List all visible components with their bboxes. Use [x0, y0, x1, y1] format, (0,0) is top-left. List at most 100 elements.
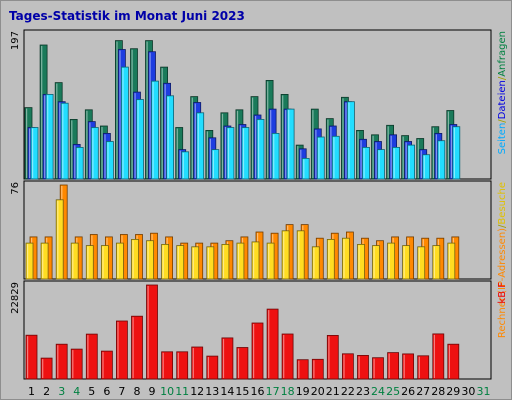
bar-highlight	[297, 146, 299, 178]
x-tick-label-5: 5	[88, 385, 95, 398]
bar-kbytes-kb-f-day-11	[176, 351, 189, 380]
bar-highlight	[450, 125, 452, 178]
x-tick-label-7: 7	[118, 385, 125, 398]
bar-highlight	[328, 336, 330, 378]
bar-highlight	[194, 103, 196, 178]
bar-highlight	[258, 120, 260, 178]
bar-requests-seiten-day-16	[256, 119, 265, 180]
bar-highlight	[86, 110, 88, 178]
bar-highlight	[57, 200, 59, 278]
bar-kbytes-kb-f-day-12	[191, 346, 204, 380]
bar-highlight	[343, 239, 345, 278]
bar-kbytes-kb-f-day-1	[25, 334, 38, 380]
bar-highlight	[192, 247, 194, 278]
bar-highlight	[345, 102, 347, 178]
bar-highlight	[147, 286, 149, 378]
bar-highlight	[77, 148, 79, 178]
bar-highlight	[282, 95, 284, 178]
bar-highlight	[146, 41, 148, 178]
bar-highlight	[360, 140, 362, 178]
bar-requests-seiten-day-4	[75, 146, 84, 180]
bar-visits-besuche-day-25	[387, 242, 396, 280]
bar-kbytes-kb-f-day-8	[131, 315, 143, 380]
bar-requests-seiten-day-21	[331, 135, 340, 180]
x-tick-label-31: 31	[477, 385, 491, 398]
bar-requests-seiten-day-5	[90, 127, 99, 180]
bar-visits-besuche-day-6	[101, 245, 109, 280]
bar-visits-besuche-day-4	[70, 242, 79, 280]
bar-highlight	[375, 142, 377, 178]
bar-highlight	[418, 247, 420, 278]
bar-requests-seiten-day-2	[45, 94, 54, 180]
bar-highlight	[132, 240, 134, 278]
bar-visits-besuche-day-26	[402, 245, 411, 280]
x-tick-label-2: 2	[43, 385, 50, 398]
bar-highlight	[44, 95, 46, 178]
bar-kbytes-kb-f-day-10	[161, 351, 174, 380]
bar-highlight	[122, 68, 124, 178]
y-max-label: 197	[10, 31, 21, 50]
bar-visits-besuche-day-15	[236, 242, 245, 280]
bar-highlight	[59, 102, 61, 178]
x-tick-label-22: 22	[341, 385, 355, 398]
bar-highlight	[179, 150, 181, 178]
bar-highlight	[236, 110, 239, 178]
y-max-label: 76	[10, 182, 21, 195]
bar-kbytes-kb-f-day-7	[116, 320, 128, 380]
bar-requests-seiten-day-15	[241, 127, 250, 180]
bar-highlight	[447, 111, 449, 178]
bar-highlight	[300, 149, 302, 178]
bar-highlight	[433, 246, 435, 278]
legend-part-0: Rechner (IP-Adressen)	[497, 228, 508, 338]
bar-requests-seiten-day-17	[271, 132, 280, 180]
bar-highlight	[227, 128, 230, 178]
bar-highlight	[32, 128, 34, 178]
bar-highlight	[388, 244, 390, 278]
bar-requests-seiten-day-18	[286, 108, 295, 180]
bar-highlight	[348, 102, 350, 178]
bar-highlight	[42, 244, 44, 278]
bar-highlight	[224, 127, 227, 178]
side-legend-label: Seiten/Dateien/Anfragen	[497, 31, 508, 154]
bar-highlight	[252, 97, 254, 178]
bar-highlight	[330, 127, 332, 178]
x-tick-label-18: 18	[281, 385, 295, 398]
bar-highlight	[26, 108, 28, 178]
bar-highlight	[162, 245, 164, 278]
bar-kbytes-kb-f-day-14	[221, 337, 234, 380]
bar-highlight	[167, 96, 169, 178]
bar-highlight	[62, 104, 64, 178]
bar-kbytes-kb-f-day-5	[85, 333, 98, 380]
bar-highlight	[342, 98, 344, 178]
bar-highlight	[253, 242, 255, 278]
bar-visits-besuche-day-10	[161, 243, 170, 280]
x-tick-label-4: 4	[73, 385, 80, 398]
bar-requests-seiten-day-12	[196, 112, 205, 180]
bar-highlight	[27, 336, 29, 378]
x-tick-label-12: 12	[190, 385, 204, 398]
bar-visits-besuche-day-2	[40, 242, 49, 280]
bar-highlight	[298, 360, 300, 378]
bar-highlight	[417, 139, 419, 178]
bar-highlight	[207, 247, 209, 278]
bar-highlight	[147, 241, 149, 278]
bar-highlight	[298, 231, 300, 278]
bar-highlight	[237, 244, 240, 278]
bar-highlight	[388, 353, 390, 378]
side-legend-label: kB F	[497, 282, 508, 304]
chart-panels: 197 Seiten/Dateien/Anfragen 76 Rechner (IP-…	[10, 29, 508, 380]
bar-requests-seiten-day-24	[377, 149, 385, 180]
bar-highlight	[363, 148, 365, 178]
bar-highlight	[162, 352, 164, 378]
bar-requests-seiten-day-23	[362, 146, 370, 180]
bar-highlight	[182, 152, 184, 178]
bar-kbytes-kb-f-day-28	[432, 333, 445, 380]
bar-highlight	[372, 135, 374, 178]
x-tick-label-1: 1	[28, 385, 35, 398]
bar-highlight	[47, 95, 49, 178]
legend-part-1: /	[497, 119, 508, 123]
bar-visits-besuche-day-7	[116, 242, 124, 280]
bar-kbytes-kb-f-day-26	[402, 353, 415, 380]
